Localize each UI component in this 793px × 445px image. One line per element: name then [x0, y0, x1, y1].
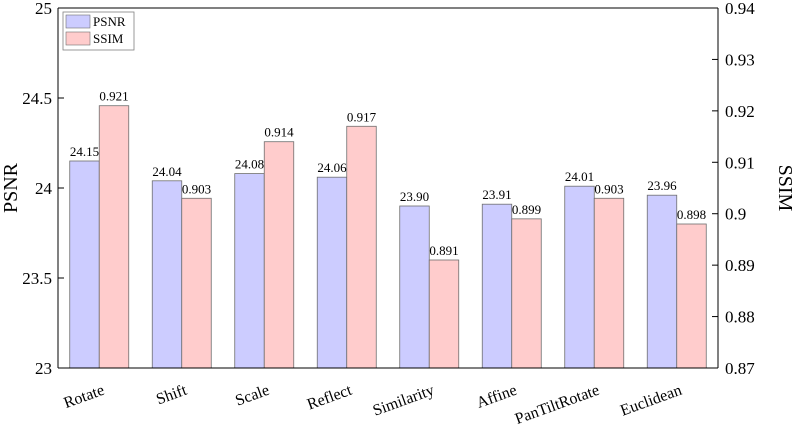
category-label-0: Rotate	[62, 382, 107, 412]
legend-label-ssim: SSIM	[93, 31, 124, 46]
psnr-data-label-7: 23.96	[647, 178, 677, 193]
psnr-data-label-6: 24.01	[565, 169, 594, 184]
ssim-bar-7	[676, 223, 707, 369]
right-tick-label-3: 0.9	[725, 205, 746, 224]
ssim-bar-3	[346, 125, 377, 369]
right-tick-label-1: 0.88	[725, 308, 755, 327]
ssim-data-label-6: 0.903	[594, 181, 623, 196]
psnr-data-label-1: 24.04	[152, 164, 182, 179]
left-axis-title: PSNR	[0, 162, 22, 213]
right-tick-label-0: 0.87	[725, 359, 755, 378]
psnr-bar-3	[316, 176, 348, 369]
category-label-4: Similarity	[371, 382, 437, 420]
category-label-6: PanTiltRotate	[513, 382, 602, 428]
psnr-bar-2	[234, 173, 265, 369]
psnr-data-label-0: 24.15	[70, 144, 99, 159]
psnr-data-label-4: 23.90	[400, 189, 429, 204]
psnr-data-label-3: 24.06	[317, 160, 347, 175]
category-label-1: Shift	[154, 382, 190, 409]
ssim-bar-6	[593, 197, 625, 369]
category-label-3: Reflect	[305, 382, 355, 414]
psnr-bar-1	[151, 180, 183, 369]
legend-swatch-ssim	[65, 31, 91, 46]
left-tick-label-3: 24.5	[22, 89, 52, 108]
psnr-data-label-2: 24.08	[235, 157, 264, 172]
ssim-bar-5	[511, 218, 542, 369]
psnr-bar-5	[481, 203, 513, 369]
legend-label-psnr: PSNR	[93, 14, 126, 29]
psnr-bar-7	[646, 194, 678, 369]
right-tick-label-4: 0.91	[725, 153, 755, 172]
ssim-bar-4	[428, 259, 460, 369]
left-tick-label-2: 24	[35, 179, 53, 198]
data-labels-layer: 24.150.92124.040.90324.080.91424.060.917…	[70, 89, 706, 258]
ssim-data-label-4: 0.891	[429, 243, 458, 258]
ssim-data-label-1: 0.903	[182, 181, 211, 196]
psnr-data-label-5: 23.91	[482, 187, 511, 202]
psnr-bar-6	[564, 185, 595, 369]
psnr-bar-0	[69, 160, 100, 369]
legend: PSNR SSIM	[62, 11, 135, 51]
left-tick-label-4: 25	[35, 0, 52, 18]
ssim-data-label-3: 0.917	[347, 109, 377, 124]
right-tick-label-6: 0.93	[725, 50, 755, 69]
ssim-data-label-0: 0.921	[99, 89, 128, 104]
right-tick-label-5: 0.92	[725, 102, 755, 121]
ssim-data-label-5: 0.899	[512, 202, 541, 217]
category-label-2: Scale	[233, 382, 271, 410]
right-tick-label-2: 0.89	[725, 256, 755, 275]
ssim-data-label-2: 0.914	[264, 125, 294, 140]
ssim-data-label-7: 0.898	[677, 207, 706, 222]
right-axis-title: SSIM	[774, 165, 793, 212]
category-label-5: Affine	[474, 382, 519, 412]
left-tick-label-0: 23	[35, 359, 52, 378]
ssim-bar-0	[98, 105, 130, 369]
legend-swatch-psnr	[65, 14, 91, 29]
bars-layer	[69, 105, 707, 369]
category-label-7: Euclidean	[618, 382, 684, 420]
right-tick-label-7: 0.94	[725, 0, 755, 18]
ssim-bar-2	[263, 141, 295, 369]
ssim-bar-1	[181, 197, 212, 369]
left-tick-label-1: 23.5	[22, 269, 52, 288]
psnr-bar-4	[399, 205, 430, 369]
